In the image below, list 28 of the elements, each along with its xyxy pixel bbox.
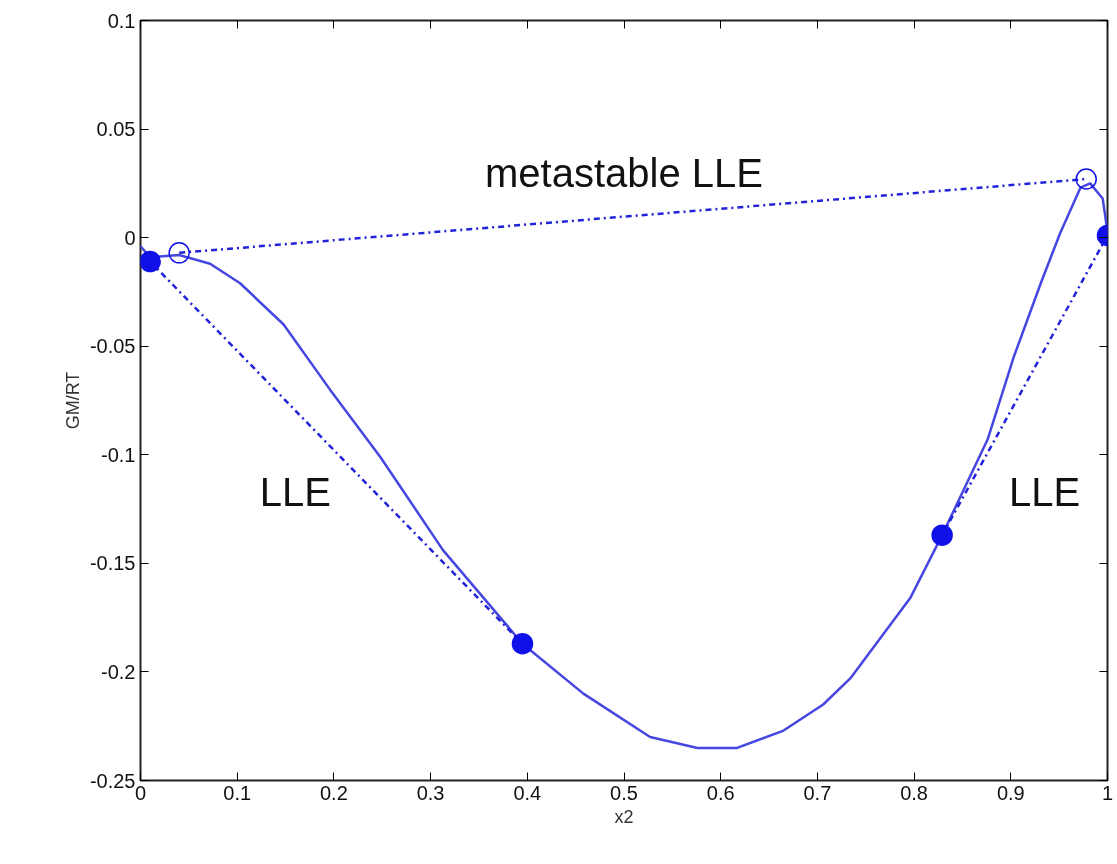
x-axis-title: x2 bbox=[614, 806, 634, 827]
x-tick-label: 0.5 bbox=[610, 781, 638, 804]
point bbox=[140, 250, 161, 273]
x-tick-label: 0.7 bbox=[803, 781, 832, 804]
x-tick-label: 0.9 bbox=[996, 781, 1025, 804]
y-tick-label: 0.05 bbox=[96, 118, 136, 141]
y-tick-label: 0 bbox=[124, 226, 136, 249]
annotation: metastable LLE bbox=[485, 150, 763, 195]
x-tick-label: 0.2 bbox=[320, 781, 348, 804]
annotation: LLE bbox=[259, 469, 331, 514]
x-tick-label: 0.8 bbox=[900, 781, 929, 804]
point bbox=[168, 242, 190, 264]
x-tick-label: 1 bbox=[1101, 781, 1114, 804]
point bbox=[1075, 168, 1097, 190]
y-tick-label: 0.1 bbox=[107, 9, 136, 32]
y-tick-label: -0.2 bbox=[101, 660, 136, 683]
y-axis-title: GM/RT bbox=[62, 371, 83, 430]
y-tick-label: -0.05 bbox=[89, 335, 136, 358]
y-tick-label: -0.25 bbox=[89, 769, 136, 792]
point bbox=[511, 632, 534, 655]
x-tick-label: 0.6 bbox=[706, 781, 735, 804]
point bbox=[931, 524, 953, 546]
x-tick-label: 0.1 bbox=[223, 781, 252, 804]
y-tick-label: -0.15 bbox=[89, 552, 136, 575]
x-tick-label: 0.4 bbox=[513, 781, 542, 804]
x-tick-label: 0.3 bbox=[416, 781, 445, 804]
annotation: LLE bbox=[1009, 469, 1081, 514]
y-tick-label: -0.1 bbox=[101, 443, 136, 466]
